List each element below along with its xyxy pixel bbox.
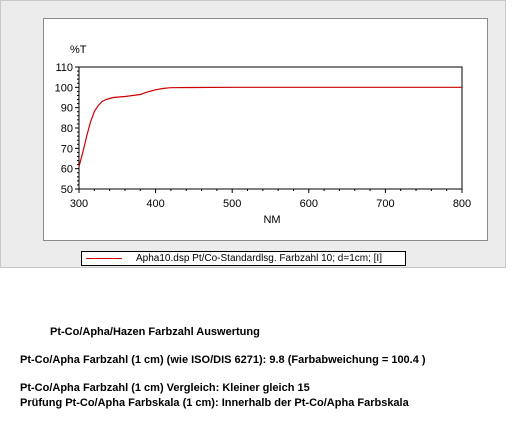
chart-legend: Apha10.dsp Pt/Co-Standardlsg. Farbzahl 1… [81,251,406,266]
y-tick-label: 90 [61,103,73,115]
x-tick-label: 400 [146,198,164,210]
legend-line-swatch [86,258,122,259]
y-tick-label: 50 [61,184,73,196]
y-axis-label: %T [70,44,87,56]
report-vergleich: Pt-Co/Apha Farbzahl (1 cm) Vergleich: Kl… [20,382,310,394]
y-tick-label: 110 [55,62,73,74]
x-tick-label: 600 [300,198,318,210]
y-tick-label: 100 [55,82,73,94]
x-axis-label: NM [263,214,280,226]
spectrum-chart: 50 60 70 80 90 100 110 300 400 500 600 700 800 %T NM [55,44,472,226]
x-tick-label: 800 [453,198,471,210]
report-title: Pt-Co/Apha/Hazen Farbzahl Auswertung [50,326,260,338]
chart-frame: 50 60 70 80 90 100 110 300 400 500 600 700 800 %T NM [43,18,488,241]
plot-area-border [78,66,463,190]
chart-panel: 50 60 70 80 90 100 110 300 400 500 600 700 800 %T NM… [0,0,506,268]
x-tick-label: 300 [70,198,88,210]
y-tick-label: 70 [61,143,73,155]
y-tick-label: 60 [61,164,73,176]
report-pruefung: Prüfung Pt-Co/Apha Farbskala (1 cm): Inn… [20,397,409,409]
y-tick-label: 80 [61,123,73,135]
x-tick-label: 500 [223,198,241,210]
series-line [78,86,462,167]
x-tick-label: 700 [376,198,394,210]
report-farbzahl: Pt-Co/Apha Farbzahl (1 cm) (wie ISO/DIS … [20,354,426,366]
legend-series-label: Apha10.dsp Pt/Co-Standardlsg. Farbzahl 1… [136,253,382,264]
